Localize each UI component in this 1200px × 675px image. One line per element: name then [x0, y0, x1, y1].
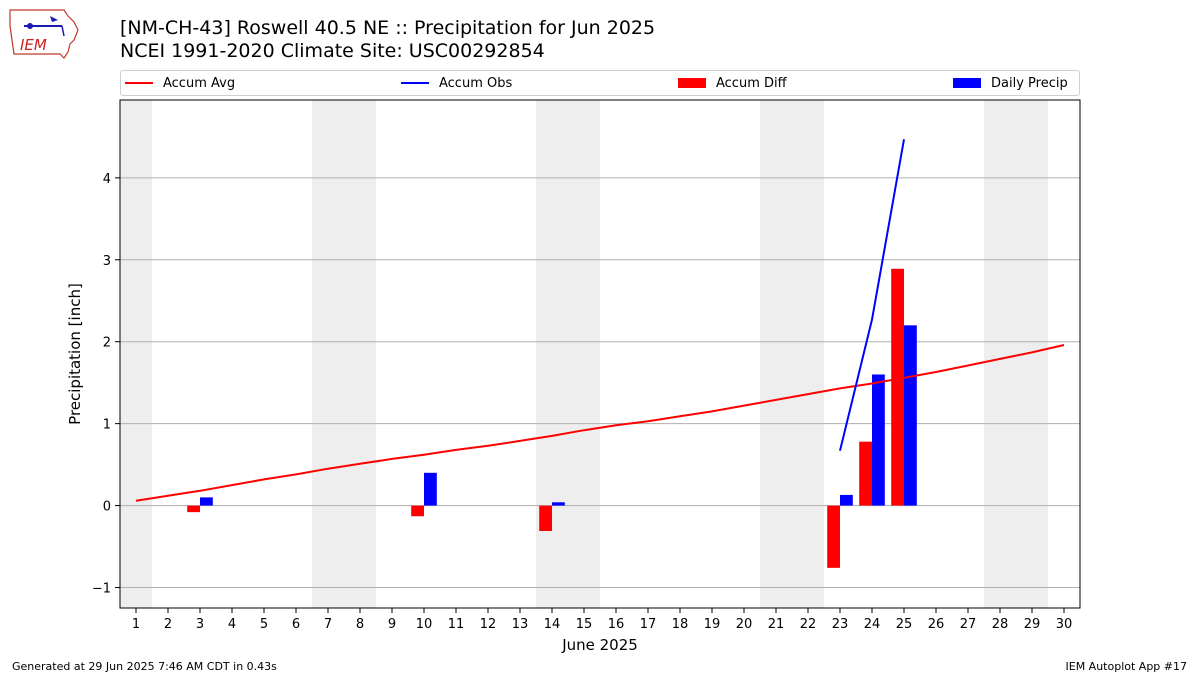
weekend-band [792, 100, 824, 608]
weekend-band [760, 100, 792, 608]
legend-label-daily-precip: Daily Precip [991, 75, 1068, 91]
x-tick-label: 1 [132, 617, 140, 632]
x-tick-label: 9 [388, 617, 396, 632]
weekend-band [568, 100, 600, 608]
x-tick-label: 13 [512, 617, 529, 632]
y-axis-label: Precipitation [inch] [66, 283, 84, 425]
y-tick-label: 4 [103, 172, 111, 187]
x-tick-label: 14 [544, 617, 561, 632]
weekend-band [120, 100, 152, 608]
x-tick-label: 27 [960, 617, 977, 632]
x-tick-label: 5 [260, 617, 268, 632]
x-tick-label: 26 [928, 617, 945, 632]
x-tick-label: 16 [608, 617, 625, 632]
y-tick-label: 3 [103, 254, 111, 269]
chart-legend: Accum Avg Accum Obs Accum Diff Daily Pre… [120, 70, 1080, 96]
legend-item-accum-diff: Accum Diff [678, 71, 787, 95]
legend-label-accum-obs: Accum Obs [439, 75, 513, 91]
chart-subtitle: NCEI 1991-2020 Climate Site: USC00292854 [120, 40, 545, 62]
legend-swatch-daily-precip [953, 78, 981, 88]
weekend-band [536, 100, 568, 608]
x-tick-label: 28 [992, 617, 1009, 632]
x-tick-label: 17 [640, 617, 657, 632]
bars-layer [187, 268, 917, 568]
x-tick-label: 21 [768, 617, 785, 632]
weekend-band [312, 100, 344, 608]
weekend-shading-layer [120, 100, 1048, 608]
x-tick-label: 15 [576, 617, 593, 632]
x-tick-label: 2 [164, 617, 172, 632]
x-tick-label: 4 [228, 617, 236, 632]
legend-item-daily-precip: Daily Precip [953, 71, 1068, 95]
iem-logo: IEM [8, 6, 80, 60]
x-tick-label: 8 [356, 617, 364, 632]
legend-swatch-accum-obs [401, 82, 429, 84]
legend-swatch-accum-avg [125, 82, 153, 84]
legend-swatch-accum-diff [678, 78, 706, 88]
legend-label-accum-avg: Accum Avg [163, 75, 236, 91]
y-tick-label: −1 [92, 582, 111, 597]
daily-precip-bar-day-3 [200, 497, 213, 506]
x-tick-label: 6 [292, 617, 300, 632]
x-tick-label: 23 [832, 617, 849, 632]
app-credit: IEM Autoplot App #17 [1065, 660, 1188, 673]
y-tick-label: 0 [103, 500, 111, 515]
daily-precip-bar-day-24 [872, 374, 885, 506]
y-tick-label: 1 [103, 418, 111, 433]
accum-avg-line [135, 344, 1065, 502]
x-tick-label: 24 [864, 617, 881, 632]
lines-layer [135, 139, 1065, 502]
y-tick-label: 2 [103, 336, 111, 351]
generated-timestamp: Generated at 29 Jun 2025 7:46 AM CDT in … [12, 660, 277, 673]
legend-item-accum-avg: Accum Avg [125, 71, 235, 95]
daily-precip-bar-day-25 [904, 325, 917, 506]
accum-diff-bar-day-23 [827, 505, 840, 568]
accum-diff-bar-day-10 [411, 505, 424, 517]
accum-diff-bar-day-14 [539, 505, 552, 531]
accum-diff-bar-day-24 [859, 441, 872, 506]
x-tick-label: 30 [1056, 617, 1073, 632]
x-tick-label: 22 [800, 617, 817, 632]
iem-logo-graphic: IEM [9, 9, 79, 59]
daily-precip-bar-day-10 [424, 472, 437, 506]
x-tick-label: 29 [1024, 617, 1041, 632]
x-tick-label: 10 [416, 617, 433, 632]
x-axis-label: June 2025 [561, 636, 638, 654]
weekend-band [984, 100, 1016, 608]
x-axis: 1 2 3 4 5 6 7 8 9 10 11 12 13 14 15 16 17 18 19 20 21 22 23 24 2… [132, 608, 1072, 632]
y-axis: −1 0 1 2 3 4 [92, 172, 120, 597]
x-tick-label: 25 [896, 617, 913, 632]
weekend-band [344, 100, 376, 608]
x-tick-label: 3 [196, 617, 204, 632]
grid-layer [120, 177, 1080, 589]
x-tick-label: 7 [324, 617, 332, 632]
accum-diff-bar-day-3 [187, 505, 200, 513]
legend-label-accum-diff: Accum Diff [716, 75, 787, 91]
x-tick-label: 19 [704, 617, 721, 632]
x-tick-label: 20 [736, 617, 753, 632]
x-tick-label: 12 [480, 617, 497, 632]
daily-precip-bar-day-14 [552, 502, 565, 506]
x-tick-label: 11 [448, 617, 465, 632]
plot-frame [119, 99, 1081, 609]
daily-precip-bar-day-23 [840, 494, 853, 506]
chart-title: [NM-CH-43] Roswell 40.5 NE :: Precipitat… [120, 17, 656, 39]
logo-text: IEM [20, 36, 47, 54]
accum-obs-line [839, 139, 905, 451]
legend-item-accum-obs: Accum Obs [401, 71, 512, 95]
accum-diff-bar-day-25 [891, 268, 904, 506]
x-tick-label: 18 [672, 617, 689, 632]
